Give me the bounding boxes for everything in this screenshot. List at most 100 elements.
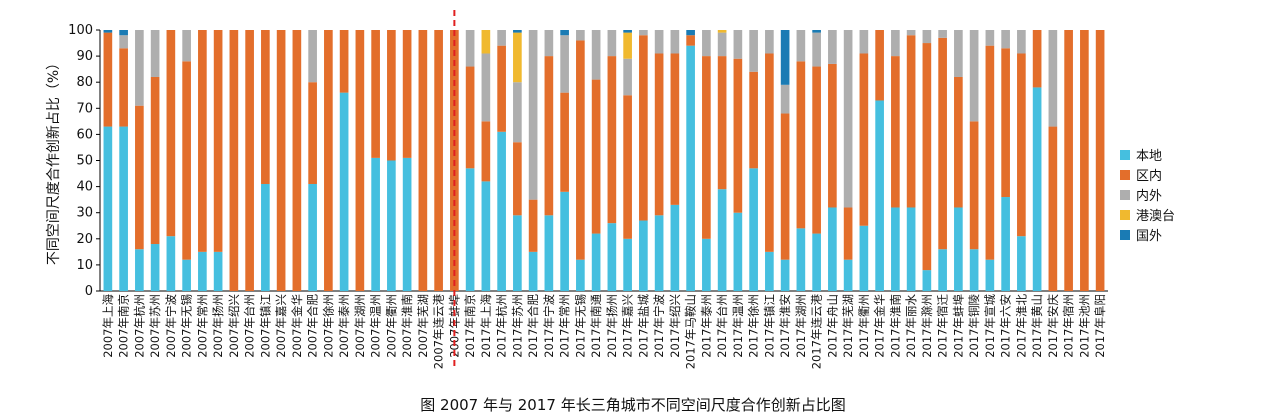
x-tick-label: 2007年无锡 [180, 294, 194, 358]
bar-segment [261, 183, 270, 291]
bar-segment [985, 259, 995, 291]
bar-segment [702, 238, 711, 291]
x-tick-label: 2007年绍兴 [227, 294, 241, 358]
bar-segment [749, 168, 758, 291]
bar-segment [150, 30, 160, 77]
bar-segment [702, 56, 711, 239]
x-tick-label: 2007年杭州 [132, 294, 146, 358]
bar-segment [560, 92, 569, 192]
bar-segment [528, 251, 538, 291]
x-tick-label: 2007年南京 [117, 294, 131, 358]
bar-segment [828, 207, 837, 291]
bar-segment [544, 30, 554, 57]
x-tick-label: 2007年台州 [243, 294, 257, 358]
bar-segment [639, 220, 648, 291]
bar-segment [103, 126, 113, 291]
bar-segment [591, 79, 601, 234]
bar-segment [670, 30, 680, 54]
bar-segment [812, 30, 821, 33]
x-tick-label: 2007年苏州 [148, 294, 162, 358]
x-tick-label: 2007年温州 [369, 294, 383, 358]
bar-segment [1001, 197, 1010, 291]
x-tick-label: 2017年马鞍山 [684, 294, 698, 369]
bar-segment [828, 63, 837, 208]
bar-segment [245, 30, 254, 291]
x-tick-label: 2017年南京 [463, 294, 477, 358]
legend-swatch [1120, 230, 1130, 240]
x-tick-label: 2007年连云港 [432, 294, 446, 370]
bar-segment [1048, 126, 1058, 291]
bar-segment [355, 30, 365, 291]
x-tick-label: 2007年泰州 [337, 294, 351, 358]
bar-segment [150, 76, 160, 245]
bar-segment [339, 30, 349, 93]
bar-segment [812, 32, 821, 67]
bar-segment [654, 215, 664, 291]
bar-segment [497, 30, 506, 46]
bar-segment [828, 30, 837, 64]
bar-segment [213, 251, 223, 291]
x-tick-label: 2017年淮南 [888, 294, 902, 358]
x-tick-label: 2017年池州 [1077, 294, 1091, 358]
y-tick-label: 10 [76, 258, 93, 273]
bar-segment [607, 30, 617, 57]
bar-segment [891, 207, 900, 291]
x-tick-label: 2017年芜湖 [841, 294, 855, 358]
bar-segment [875, 100, 884, 291]
bar-segment [166, 236, 176, 291]
legend-swatch [1120, 210, 1130, 220]
bar-segment [686, 45, 695, 291]
x-axis-tick-labels: 2007年上海 2007年南京 2007年杭州 2007年苏州 2007年宁波 2007年… [101, 294, 1107, 370]
bar-segment [261, 30, 270, 184]
legend-label: 港澳台 [1136, 208, 1175, 224]
bar-segment [402, 30, 412, 158]
bar-segment [922, 30, 932, 44]
x-tick-label: 2017年上海 [479, 294, 493, 358]
bar-segment [387, 160, 396, 291]
bar-segment [623, 30, 632, 33]
bar-segment [308, 183, 317, 291]
y-tick-label: 30 [76, 206, 93, 221]
y-axis-label: 不同空间尺度合作创新占比（%） [46, 56, 62, 265]
x-tick-label: 2017年绍兴 [668, 294, 682, 358]
x-tick-label: 2017年衢州 [857, 294, 871, 358]
y-tick-label: 0 [85, 284, 93, 299]
x-tick-label: 2017年黄山 [1030, 294, 1044, 358]
x-tick-label: 2017年金华 [873, 294, 887, 358]
bar-segment [1080, 30, 1089, 291]
bar-segment [292, 30, 302, 291]
x-tick-label: 2017年无锡 [573, 294, 587, 358]
x-tick-label: 2017年宣城 [983, 294, 997, 358]
bar-segment [702, 30, 711, 57]
x-tick-label: 2017年蚌埠 [951, 294, 965, 358]
x-tick-label: 2017年六安 [999, 294, 1013, 358]
bar-segment [119, 35, 128, 49]
y-tick-label: 100 [68, 23, 93, 38]
bar-segment [481, 181, 491, 291]
bar-segment [780, 259, 790, 291]
bar-segment [670, 204, 680, 291]
bar-segment [497, 45, 506, 132]
bar-segment [765, 251, 774, 291]
bar-segment [182, 259, 191, 291]
x-tick-label: 2017年淮北 [1014, 294, 1028, 358]
x-tick-label: 2017年安庆 [1046, 294, 1060, 358]
bar-segment [513, 32, 522, 83]
bar-segment [198, 30, 207, 252]
bar-segment [812, 66, 821, 234]
bar-segment [481, 30, 491, 54]
bar-segment [591, 233, 601, 291]
x-tick-label: 2017年舟山 [825, 294, 839, 358]
bar-segment [576, 30, 585, 41]
bar-segment [1064, 30, 1073, 291]
bar-segment [859, 53, 869, 226]
x-tick-label: 2017年丽水 [904, 294, 918, 358]
bar-segment [229, 30, 239, 291]
bar-segment [560, 191, 569, 291]
bar-segment [717, 32, 727, 57]
bar-segment [182, 61, 191, 260]
x-tick-label: 2017年湖州 [794, 294, 808, 358]
x-tick-label: 2007年金华 [290, 294, 304, 358]
legend-label: 国外 [1136, 229, 1162, 244]
bar-segment [465, 168, 475, 291]
